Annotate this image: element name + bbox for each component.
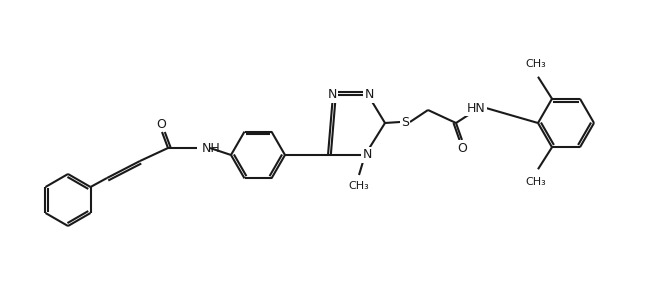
Text: CH₃: CH₃ [526, 59, 546, 69]
Text: CH₃: CH₃ [349, 181, 369, 191]
Text: CH₃: CH₃ [526, 177, 546, 187]
Text: HN: HN [467, 102, 485, 114]
Text: O: O [156, 118, 166, 131]
Text: O: O [457, 142, 467, 155]
Text: NH: NH [202, 142, 220, 155]
Text: S: S [401, 116, 409, 129]
Text: N: N [327, 89, 337, 102]
Text: N: N [363, 149, 372, 162]
Text: N: N [365, 89, 374, 102]
